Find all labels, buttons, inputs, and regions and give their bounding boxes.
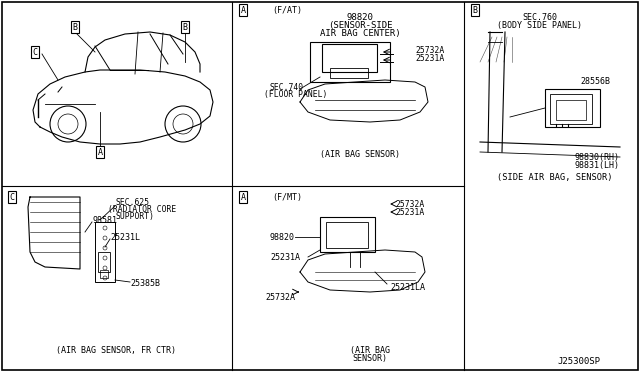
Text: SEC.760: SEC.760	[522, 13, 557, 22]
Text: (SENSOR-SIDE: (SENSOR-SIDE	[328, 20, 392, 29]
Text: (F/MT): (F/MT)	[272, 192, 302, 202]
Text: A: A	[241, 6, 246, 15]
Text: A: A	[97, 148, 102, 157]
Text: 25732A: 25732A	[415, 45, 444, 55]
Text: (FLOOR PANEL): (FLOOR PANEL)	[264, 90, 328, 99]
Text: 25231A: 25231A	[270, 253, 300, 262]
Text: A: A	[241, 192, 246, 202]
Text: J25300SP: J25300SP	[557, 357, 600, 366]
Text: (SIDE AIR BAG, SENSOR): (SIDE AIR BAG, SENSOR)	[497, 173, 612, 182]
Bar	[550, 94, 592, 124]
Text: (AIR BAG SENSOR, FR CTR): (AIR BAG SENSOR, FR CTR)	[56, 346, 176, 355]
Text: 25732A: 25732A	[395, 199, 424, 208]
Bar	[556, 100, 586, 120]
Text: SENSOR): SENSOR)	[353, 353, 387, 362]
Text: AIR BAG CENTER): AIR BAG CENTER)	[320, 29, 400, 38]
Text: 98830(RH): 98830(RH)	[575, 153, 620, 161]
Text: C: C	[33, 48, 38, 57]
Text: 98831(LH): 98831(LH)	[575, 160, 620, 170]
Text: (F/AT): (F/AT)	[272, 6, 302, 15]
Text: 25231A: 25231A	[415, 54, 444, 62]
Text: 25385B: 25385B	[130, 279, 160, 289]
Text: 25732A: 25732A	[265, 292, 295, 301]
Text: SUPPORT): SUPPORT)	[115, 212, 154, 221]
Bar	[95, 222, 115, 282]
Text: (AIR BAG SENSOR): (AIR BAG SENSOR)	[320, 150, 400, 158]
Text: B: B	[182, 22, 188, 32]
Bar	[310, 42, 390, 82]
Bar	[320, 217, 375, 252]
Text: B: B	[72, 22, 77, 32]
Text: SEC.740: SEC.740	[270, 83, 304, 92]
Text: B: B	[472, 6, 477, 15]
Text: (AIR BAG: (AIR BAG	[350, 346, 390, 355]
Text: SEC.625: SEC.625	[115, 198, 149, 206]
Bar	[322, 44, 377, 72]
Bar	[545, 89, 600, 127]
Text: 98820: 98820	[270, 232, 295, 241]
Bar	[98, 252, 110, 272]
Text: (RADIATOR CORE: (RADIATOR CORE	[108, 205, 176, 214]
Text: 28556B: 28556B	[580, 77, 610, 86]
Text: 98820: 98820	[347, 13, 373, 22]
Bar	[326, 222, 368, 248]
Text: 25231A: 25231A	[395, 208, 424, 217]
Text: (BODY SIDE PANEL): (BODY SIDE PANEL)	[497, 20, 582, 29]
Text: 98581: 98581	[92, 215, 117, 224]
Text: 25231L: 25231L	[110, 232, 140, 241]
Text: C: C	[10, 192, 15, 202]
Text: 25231LA: 25231LA	[390, 282, 425, 292]
Bar	[100, 270, 108, 278]
Bar	[330, 68, 368, 78]
